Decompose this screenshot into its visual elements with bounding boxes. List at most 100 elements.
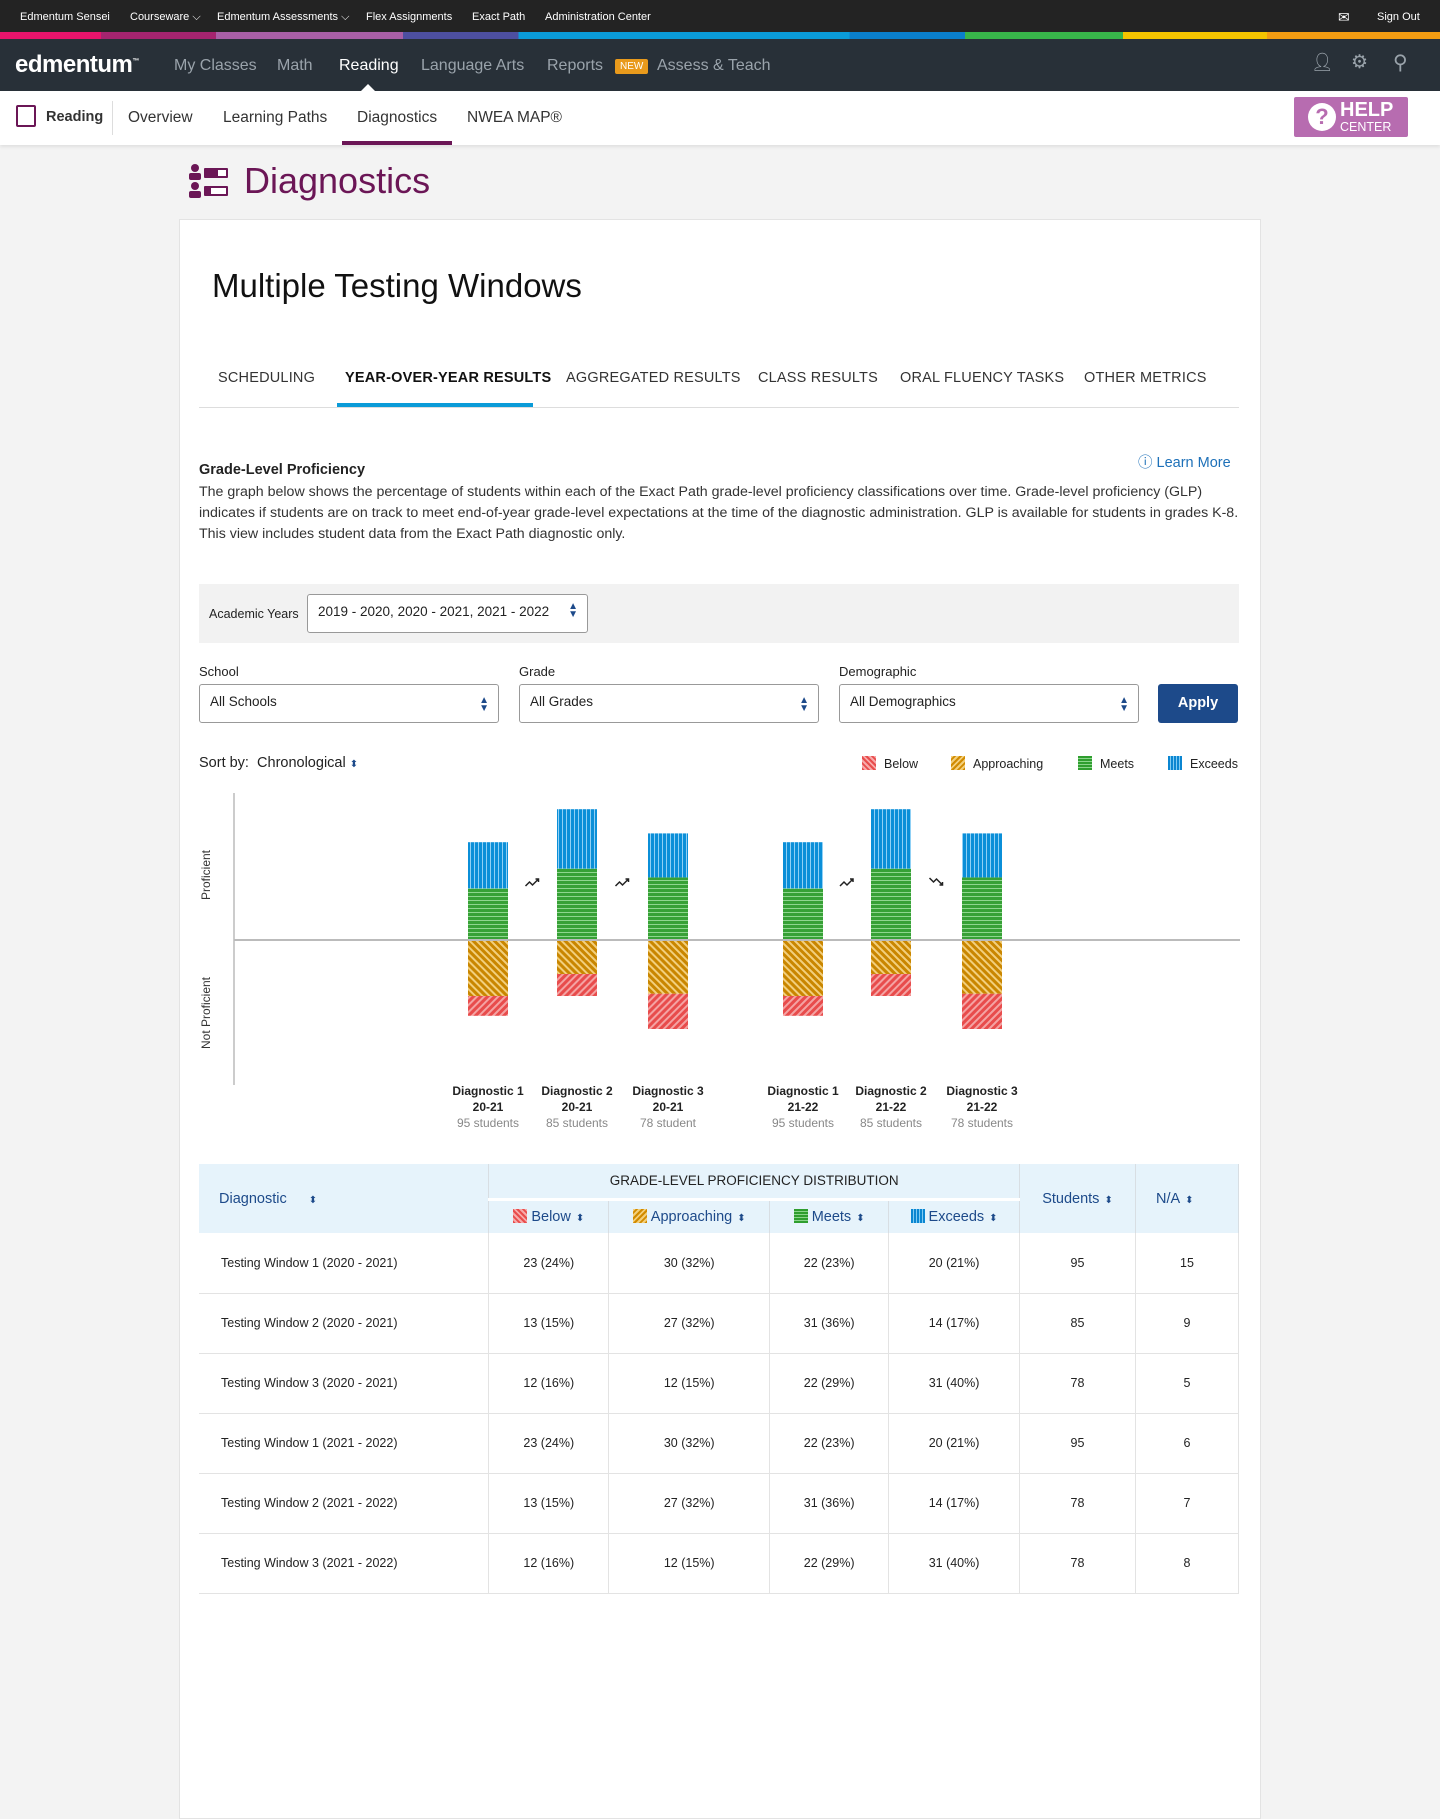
sort-control[interactable]: Sort by: Chronological ⬍ xyxy=(199,755,358,771)
sort-icon[interactable]: ⬍ xyxy=(575,1212,585,1224)
x-tick-label: Diagnostic 1 xyxy=(452,1084,524,1098)
tab-class-results[interactable]: CLASS RESULTS xyxy=(758,370,878,386)
sort-value[interactable]: Chronological xyxy=(257,755,346,771)
group-header: GRADE-LEVEL PROFICIENCY DISTRIBUTION xyxy=(488,1164,1021,1201)
bar-approaching xyxy=(783,941,823,996)
bar-exceeds xyxy=(468,842,508,889)
table-cell: 78 xyxy=(1019,1533,1136,1594)
bar-below xyxy=(962,993,1002,1029)
academic-years-select[interactable]: 2019 - 2020, 2020 - 2021, 2021 - 2022 ▲ ▼ xyxy=(307,594,588,633)
select-caret-icon: ▲ ▼ xyxy=(568,601,578,620)
col-exceeds[interactable]: Exceeds ⬍ xyxy=(888,1199,1021,1233)
ylabel-proficient: Proficient xyxy=(199,849,213,900)
table-cell: 7 xyxy=(1135,1473,1240,1534)
sort-icon[interactable]: ⬍ xyxy=(737,1212,746,1224)
col-na[interactable]: N/A ⬍ xyxy=(1135,1164,1240,1233)
x-tick-label: 21-22 xyxy=(788,1100,819,1114)
section-reading[interactable]: Reading xyxy=(46,109,104,125)
learn-more-link[interactable]: ⓘ Learn More xyxy=(1138,455,1231,471)
col-students[interactable]: Students ⬍ xyxy=(1019,1164,1136,1233)
table-row: Testing Window 3 (2021 - 2022) 12 (16%) 12… xyxy=(199,1533,1240,1594)
user-icon[interactable]: 👤︎ xyxy=(1311,52,1334,72)
bar-approaching xyxy=(962,941,1002,994)
approaching-swatch xyxy=(632,1208,647,1223)
topbar-edmentum-sensei[interactable]: Edmentum Sensei xyxy=(20,11,110,23)
legend-meets: Meets xyxy=(1078,756,1134,771)
col-below[interactable]: Below ⬍ xyxy=(488,1199,610,1233)
sort-icon[interactable]: ⬍ xyxy=(1185,1194,1194,1206)
tab-aggregated[interactable]: AGGREGATED RESULTS xyxy=(566,370,741,386)
sign-out-link[interactable]: Sign Out xyxy=(1377,11,1420,23)
tab-scheduling[interactable]: SCHEDULING xyxy=(218,370,316,386)
mail-icon[interactable]: ✉ xyxy=(1338,9,1350,25)
table-cell: 12 (16%) xyxy=(488,1353,610,1414)
academic-years-label: Academic Years xyxy=(209,607,299,621)
table-cell: 6 xyxy=(1135,1413,1240,1474)
tab-other-metrics[interactable]: OTHER METRICS xyxy=(1084,370,1207,386)
sort-caret-icon: ⬍ xyxy=(349,759,359,770)
nav-reading[interactable]: Reading xyxy=(339,57,399,74)
table-cell: 22 (29%) xyxy=(769,1353,890,1414)
edmentum-logo[interactable]: edmentum™ xyxy=(15,51,139,78)
topbar-exact-path[interactable]: Exact Path xyxy=(472,11,526,23)
x-tick-label: Diagnostic 3 xyxy=(946,1084,1018,1098)
bar-meets xyxy=(783,888,823,939)
topbar-assessments[interactable]: Edmentum Assessments ⌵ xyxy=(217,11,350,23)
bar-meets xyxy=(962,877,1002,939)
col-meets[interactable]: Meets ⬍ xyxy=(769,1199,890,1233)
table-cell: Testing Window 3 (2020 - 2021) xyxy=(199,1353,490,1414)
bar-exceeds xyxy=(783,842,823,889)
bar-exceeds xyxy=(871,809,911,869)
table-cell: 13 (15%) xyxy=(488,1293,610,1354)
active-nav-pointer xyxy=(361,84,375,91)
nav-my-classes[interactable]: My Classes xyxy=(174,57,257,74)
col-approaching[interactable]: Approaching ⬍ xyxy=(608,1199,771,1233)
col-diagnostic[interactable]: Diagnostic ⬍ xyxy=(199,1164,490,1233)
nav-assess-teach[interactable]: Assess & Teach xyxy=(657,57,771,74)
select-caret-icon: ▲ ▼ xyxy=(1119,695,1129,714)
table-cell: 20 (21%) xyxy=(888,1413,1021,1474)
nav-reports[interactable]: Reports xyxy=(547,57,604,74)
table-cell: 95 xyxy=(1019,1233,1136,1294)
sort-icon[interactable]: ⬍ xyxy=(1104,1194,1113,1206)
below-swatch xyxy=(513,1208,528,1223)
table-row: Testing Window 1 (2021 - 2022) 23 (24%) 30… xyxy=(199,1413,1240,1474)
subnav-overview[interactable]: Overview xyxy=(128,109,193,126)
table-cell: 78 xyxy=(1019,1473,1136,1534)
search-icon[interactable]: ⚲ xyxy=(1393,52,1408,74)
bar-below xyxy=(468,996,508,1016)
sort-icon[interactable]: ⬍ xyxy=(989,1212,998,1224)
topbar-courseware[interactable]: Courseware ⌵ xyxy=(130,11,201,23)
sort-icon[interactable]: ⬍ xyxy=(856,1212,865,1224)
table-cell: 30 (32%) xyxy=(608,1413,771,1474)
global-top-bar: Edmentum Sensei Courseware ⌵ Edmentum As… xyxy=(0,0,1440,32)
topbar-admin-center[interactable]: Administration Center xyxy=(545,11,651,23)
x-tick-label: Diagnostic 1 xyxy=(767,1084,839,1098)
gear-icon[interactable]: ⚙ xyxy=(1351,52,1369,73)
subnav-diagnostics[interactable]: Diagnostics xyxy=(357,109,438,126)
subnav-nwea-map[interactable]: NWEA MAP® xyxy=(467,109,562,126)
tab-year-over-year[interactable]: YEAR-OVER-YEAR RESULTS xyxy=(345,370,552,386)
school-select[interactable]: All Schools ▲ ▼ xyxy=(199,684,499,723)
nav-math[interactable]: Math xyxy=(277,57,313,74)
help-center-button[interactable]: ? HELP CENTER xyxy=(1294,97,1408,137)
bar-meets xyxy=(557,868,597,939)
nav-language-arts[interactable]: Language Arts xyxy=(421,57,525,74)
school-label: School xyxy=(199,664,239,679)
table-cell: 5 xyxy=(1135,1353,1240,1414)
topbar-flex-assignments[interactable]: Flex Assignments xyxy=(366,11,453,23)
table-cell: 27 (32%) xyxy=(608,1293,771,1354)
ylabel-not-proficient: Not Proficient xyxy=(199,976,213,1049)
trend-up-icon xyxy=(614,878,630,887)
apply-button[interactable]: Apply xyxy=(1158,684,1238,723)
legend-exceeds: Exceeds xyxy=(1168,756,1238,771)
demographic-select[interactable]: All Demographics ▲ ▼ xyxy=(839,684,1139,723)
subnav-learning-paths[interactable]: Learning Paths xyxy=(223,109,328,126)
main-nav: edmentum™ My Classes Math Reading Langua… xyxy=(0,39,1440,91)
bar-meets xyxy=(871,868,911,939)
x-tick-label: 78 student xyxy=(640,1116,697,1130)
grade-select[interactable]: All Grades ▲ ▼ xyxy=(519,684,819,723)
table-cell: Testing Window 1 (2020 - 2021) xyxy=(199,1233,490,1294)
sort-icon[interactable]: ⬍ xyxy=(308,1194,318,1206)
tab-oral-fluency[interactable]: ORAL FLUENCY TASKS xyxy=(900,370,1065,386)
